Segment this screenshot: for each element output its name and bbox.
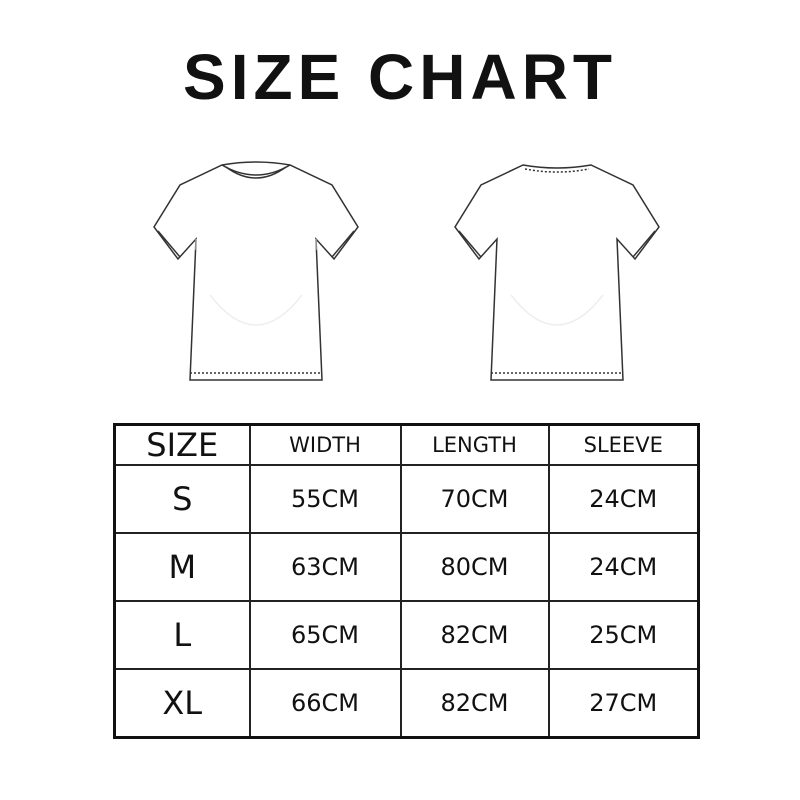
size-cell: L (113, 599, 251, 670)
length-cell: 82CM (399, 599, 550, 670)
size-cell: S (113, 464, 251, 534)
page-title: SIZE CHART (183, 41, 617, 113)
length-cell: 82CM (399, 667, 550, 739)
size-table: SIZE WIDTH LENGTH SLEEVE S 55CM 70CM 24C… (113, 423, 700, 739)
size-cell: XL (113, 667, 251, 739)
table-row: S 55CM 70CM 24CM (113, 464, 700, 534)
sleeve-cell: 25CM (547, 599, 700, 670)
header-length: LENGTH (399, 423, 550, 466)
width-cell: 55CM (248, 464, 402, 534)
header-width: WIDTH (248, 423, 402, 466)
size-cell: M (113, 531, 251, 602)
width-cell: 65CM (248, 599, 402, 670)
length-cell: 70CM (399, 464, 550, 534)
header-sleeve: SLEEVE (547, 423, 700, 466)
table-row: XL 66CM 82CM 27CM (113, 667, 700, 739)
tshirt-back-illustration (454, 164, 660, 381)
width-cell: 63CM (248, 531, 402, 602)
sleeve-cell: 24CM (547, 531, 700, 602)
table-row: M 63CM 80CM 24CM (113, 531, 700, 602)
header-size: SIZE (113, 423, 251, 466)
sleeve-cell: 27CM (547, 667, 700, 739)
width-cell: 66CM (248, 667, 402, 739)
table-row: L 65CM 82CM 25CM (113, 599, 700, 670)
sleeve-cell: 24CM (547, 464, 700, 534)
table-header-row: SIZE WIDTH LENGTH SLEEVE (113, 423, 700, 466)
tshirt-front-illustration (153, 161, 359, 381)
length-cell: 80CM (399, 531, 550, 602)
